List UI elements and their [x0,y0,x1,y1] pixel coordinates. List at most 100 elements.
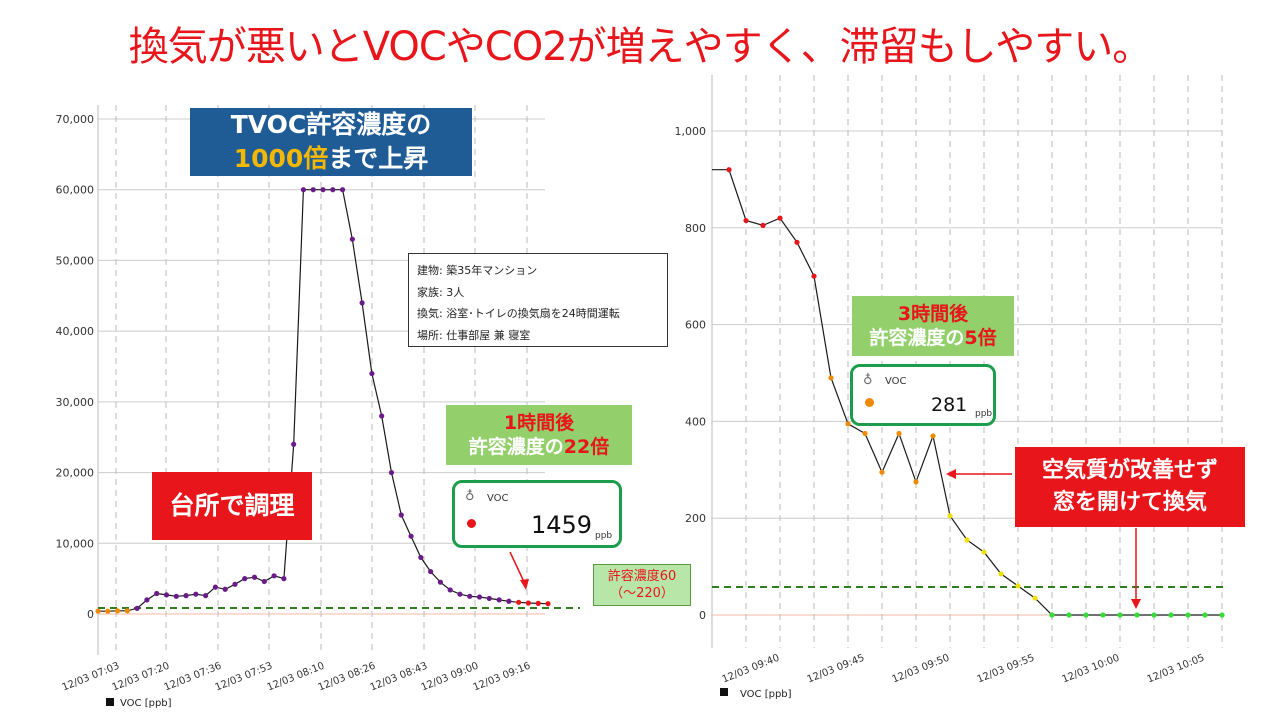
data-point [496,597,502,603]
x-tick-label: 12/03 10:00 [1061,653,1122,686]
data-point [1185,612,1191,618]
voc-reading-card-1: ♁ VOC 1459 ppb [452,480,622,548]
arrow-head [1131,599,1141,609]
data-point [369,370,375,377]
x-tick-label: 12/03 09:45 [806,653,867,686]
x-tick-label: 12/03 08:26 [317,661,378,694]
ventilate-line1: 空気質が改善せず [1041,458,1218,483]
peak-callout-rest: まで上昇 [328,144,429,173]
data-point [1049,612,1055,618]
y-tick-label: 600 [685,319,706,332]
cooking-callout: 台所で調理 [152,472,312,540]
y-tick-label: 800 [685,222,706,235]
data-point [743,217,749,224]
hour1-callout: 1時間後 許容濃度の22倍 [446,405,632,465]
voc-card-value: 1459 [531,511,593,539]
voc-reading-card-2: ♁ VOC 281 ppb [850,364,996,426]
data-point [1134,612,1140,618]
peak-callout-highlight: 1000倍 [233,144,329,173]
data-point [330,187,336,193]
x-tick-label: 12/03 09:00 [420,661,481,694]
voc-card-unit: ppb [595,531,613,541]
x-tick-label: 12/03 07:36 [163,661,224,694]
peak-callout: TVOC許容濃度の 1000倍まで上昇 [190,108,472,176]
data-point [300,187,307,193]
peak-callout-line1: TVOC許容濃度の [230,110,432,139]
data-point [359,300,365,306]
voc-card-label: VOC [885,376,907,387]
y-tick-label: 200 [685,512,706,525]
y-tick-label: 20,000 [56,467,95,480]
data-point [726,167,732,173]
data-point [1015,583,1021,589]
data-point [476,594,483,600]
ventilate-callout: 空気質が改善せず 窓を開けて換気 [1015,447,1245,527]
data-point [95,608,101,614]
y-tick-label: 40,000 [56,325,95,338]
voc-card-label: VOC [487,493,509,504]
data-point [1100,612,1106,618]
data-point [811,273,817,279]
status-dot [865,398,874,407]
allowable-line1: 許容濃度60 [607,569,677,584]
arrow-head [520,579,529,590]
ventilate-line2: 窓を開けて換気 [1052,490,1207,515]
flask-icon: ♁ [863,373,873,388]
data-point [398,512,404,518]
data-point [777,215,783,221]
data-point [964,537,970,543]
data-point [310,187,316,193]
data-point [545,601,551,607]
data-point [105,608,111,614]
building-info-box: 建物: 築35年マンション 家族: 3人 換気: 浴室･トイレの換気扇を24時間… [408,253,668,347]
data-point [271,573,277,579]
data-point [261,578,267,585]
data-point [222,586,228,592]
x-tick-label: 12/03 07:53 [214,661,275,694]
data-point [388,469,395,476]
info-family: 家族: 3人 [417,285,465,299]
data-point [516,599,522,605]
legend-swatch [106,698,114,706]
data-point [408,533,414,539]
data-point [828,375,834,381]
y-tick-label: 30,000 [56,396,95,409]
data-point [794,239,800,245]
info-building: 建物: 築35年マンション [417,264,538,277]
data-point [154,590,160,597]
hour3-callout-highlight: 5倍 [964,327,997,349]
data-point [879,469,885,475]
x-tick-label: 12/03 10:05 [1146,653,1207,686]
data-point [1151,612,1157,618]
data-point [349,236,355,242]
y-tick-label: 0 [87,608,94,621]
data-point [535,600,541,606]
voc-card-value: 281 [931,394,968,416]
allowable-concentration-box: 許容濃度60 （～220） [593,564,691,606]
data-point [1168,612,1174,618]
data-point [930,433,936,439]
data-point [447,587,453,593]
data-point [467,593,473,599]
voc-card-unit: ppb [975,409,993,419]
data-point [320,187,326,193]
data-point [760,222,766,228]
data-point [251,574,258,580]
data-point [1032,595,1038,601]
data-point [163,592,170,598]
data-point [144,597,150,603]
legend-label: VOC [ppb] [740,689,792,700]
info-location: 場所: 仕事部屋 兼 寝室 [417,328,531,342]
data-point [506,598,512,604]
x-tick-label: 12/03 09:55 [976,653,1037,686]
data-point [193,591,199,597]
y-tick-label: 50,000 [56,254,95,267]
x-tick-label: 12/03 08:10 [266,661,327,694]
data-point [173,593,179,599]
data-point [212,584,218,590]
y-tick-label: 400 [685,415,706,428]
y-tick-label: 10,000 [56,537,95,550]
hour3-callout: 3時間後 許容濃度の5倍 [852,296,1014,356]
data-point [913,479,919,485]
